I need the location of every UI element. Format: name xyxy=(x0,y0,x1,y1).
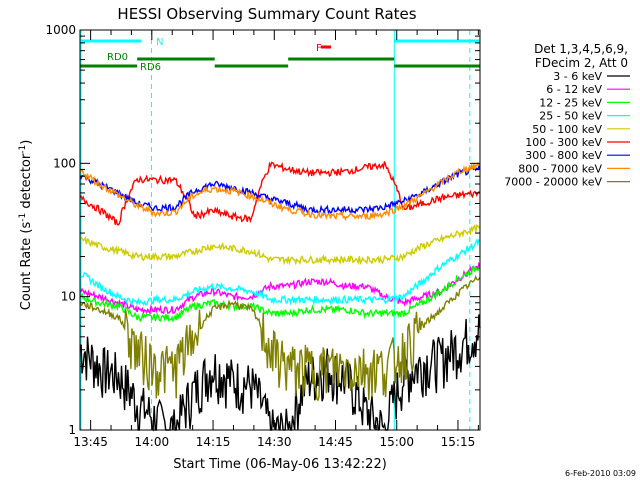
footer-timestamp: 6-Feb-2010 03:09 xyxy=(565,469,636,478)
x-tick-label: 14:15 xyxy=(196,435,231,449)
x-tick-label: 15:15 xyxy=(441,435,476,449)
y-tick-label: 1 xyxy=(68,423,76,437)
y-axis-label-sup1: -1 xyxy=(18,213,28,222)
y-tick-label: 10 xyxy=(61,290,76,304)
legend: Det 1,3,4,5,6,9, FDecim 2, Att 0 3 - 6 k… xyxy=(504,42,630,189)
plot-frame xyxy=(79,29,481,431)
series-line-1 xyxy=(79,261,481,316)
x-tick-label: 14:45 xyxy=(318,435,353,449)
series-line-4 xyxy=(79,224,481,266)
series-line-7 xyxy=(79,161,481,222)
legend-label-4: 50 - 100 keV xyxy=(532,123,602,136)
flag-label-1: RD0 xyxy=(107,52,128,63)
flag-label-3: F xyxy=(316,43,322,54)
x-tick-label: 13:45 xyxy=(73,435,108,449)
legend-label-6: 300 - 800 keV xyxy=(525,149,602,162)
y-axis-label: Count Rate (s-1 detector-1) xyxy=(18,140,34,311)
y-tick-label: 1000 xyxy=(45,23,76,37)
x-axis-label: Start Time (06-May-06 13:42:22) xyxy=(173,457,387,472)
series-line-6 xyxy=(79,164,481,216)
legend-header-line-1: Det 1,3,4,5,6,9, xyxy=(534,42,628,56)
series-line-2 xyxy=(79,264,481,323)
axes: 1 10 100 1000 13:45 14:00 14:15 14:30 14:45 15:00… xyxy=(45,23,481,449)
legend-label-1: 6 - 12 keV xyxy=(546,83,602,96)
legend-label-3: 25 - 50 keV xyxy=(539,110,602,123)
flag-layer: N RD0 RD6 F xyxy=(80,37,480,73)
legend-label-0: 3 - 6 keV xyxy=(553,70,602,83)
x-tick-label: 15:00 xyxy=(379,435,414,449)
legend-label-7: 800 - 7000 keV xyxy=(518,162,602,175)
chart-title: HESSI Observing Summary Count Rates xyxy=(117,5,416,23)
y-axis-label-sup2: -1 xyxy=(18,145,28,154)
y-axis-label-main: Count Rate (s xyxy=(19,222,34,311)
legend-label-8: 7000 - 20000 keV xyxy=(504,176,602,189)
legend-label-5: 100 - 300 keV xyxy=(525,136,602,149)
series-line-8 xyxy=(79,274,481,402)
y-tick-label: 100 xyxy=(53,156,76,170)
legend-label-2: 12 - 25 keV xyxy=(539,96,602,109)
series-line-5 xyxy=(79,161,481,226)
flag-label-0: N xyxy=(156,37,163,48)
legend-header-line-2: FDecim 2, Att 0 xyxy=(535,56,628,70)
y-axis-label-mid: detector xyxy=(19,153,34,213)
x-tick-label: 14:00 xyxy=(135,435,170,449)
series-line-3 xyxy=(79,238,481,307)
y-axis-label-end: ) xyxy=(19,140,34,145)
flag-label-2: RD6 xyxy=(140,62,161,73)
series-layer xyxy=(79,161,481,432)
x-tick-label: 14:30 xyxy=(257,435,292,449)
